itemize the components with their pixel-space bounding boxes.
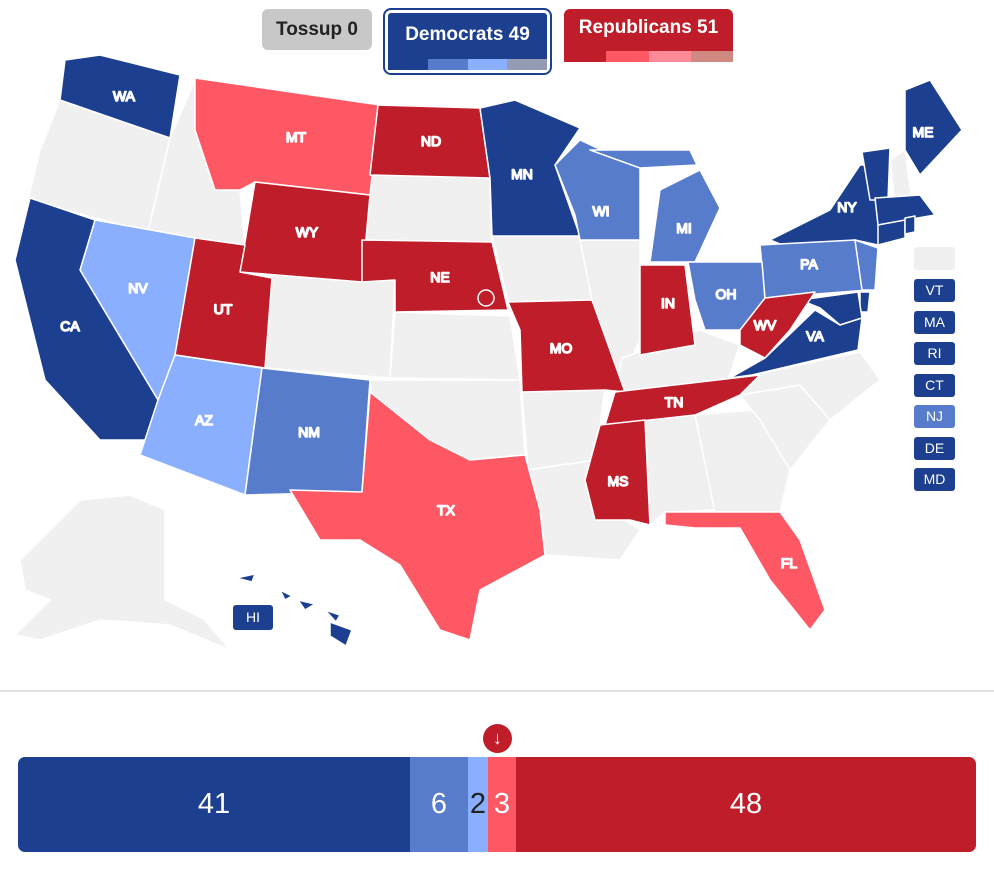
state-MN[interactable] [479,99,581,237]
tossup-button[interactable]: Tossup 0 [262,9,372,50]
label-OH: OH [716,286,737,302]
state-IN[interactable] [639,264,696,356]
state-WI[interactable] [554,139,641,241]
state-HI[interactable] [235,573,353,647]
tag-VT[interactable]: VT [914,279,955,302]
label-MI: MI [676,220,692,236]
democrats-shade-swatches [388,59,547,70]
state-AK[interactable] [14,494,231,651]
label-WI: WI [592,203,609,219]
state-NJ[interactable] [854,239,879,291]
republicans-shade-swatches [564,51,733,62]
state-MI[interactable] [589,149,721,263]
label-UT: UT [214,301,233,317]
republicans-label: Republicans 51 [578,17,719,38]
tilt-dem-swatch[interactable] [507,59,547,70]
divider [0,690,994,692]
seat-segment-likely-rep[interactable]: 3 [488,757,516,852]
label-NV: NV [128,280,148,296]
state-CT[interactable] [877,219,906,246]
label-FL: FL [781,555,798,571]
state-DE[interactable] [859,291,871,313]
state-ME[interactable] [904,79,963,176]
safe-dem-swatch[interactable] [388,59,428,70]
state-labels: WA MT ND MN ME WY WI MI NY NV CA UT NE P… [60,87,935,572]
tag-RI[interactable]: RI [914,342,955,365]
state-FL[interactable] [664,511,826,631]
label-MS: MS [608,473,629,489]
majority-arrow-icon: ↓ [483,724,512,753]
label-TX: TX [437,502,456,518]
tag-MD[interactable]: MD [914,468,955,491]
label-NY: NY [837,199,857,215]
label-WY: WY [296,224,319,240]
label-ND: ND [421,133,441,149]
seat-segment-safe-rep[interactable]: 48 [516,757,976,852]
state-IA[interactable] [491,235,593,303]
lean-dem-swatch[interactable] [467,59,508,70]
tag-NJ[interactable]: NJ [914,405,955,428]
label-TN: TN [665,394,684,410]
label-VA: VA [806,328,824,344]
likely-dem-swatch[interactable] [427,59,468,70]
label-MO: MO [550,340,573,356]
state-TN[interactable] [604,374,761,426]
label-PA: PA [800,256,818,272]
tag-HI[interactable]: HI [233,605,273,630]
label-ME: ME [913,124,934,140]
state-SD[interactable] [361,174,493,243]
state-CO[interactable] [264,274,396,379]
state-WA[interactable] [59,54,181,139]
seat-segment-safe-dem[interactable]: 41 [18,757,410,852]
democrats-button[interactable]: Democrats 49 [383,8,552,75]
label-IN: IN [661,295,675,311]
label-MT: MT [286,129,307,145]
label-CA: CA [60,318,80,334]
tilt-rep-swatch[interactable] [690,51,733,62]
state-KS[interactable] [389,311,521,381]
safe-rep-swatch[interactable] [564,51,607,62]
label-AZ: AZ [195,412,213,428]
democrats-label: Democrats 49 [405,24,530,45]
tag-DE[interactable]: DE [914,437,955,460]
seat-segment-likely-dem[interactable]: 6 [410,757,468,852]
ne-district-marker[interactable] [477,289,495,307]
tag-MA[interactable]: MA [914,311,955,334]
label-NM: NM [298,424,320,440]
label-NE: NE [430,269,449,285]
no-race-states [14,79,913,651]
us-senate-map: WA MT ND MN ME WY WI MI NY NV CA UT NE P… [14,54,963,651]
seat-segment-lean-dem[interactable]: 2 [468,757,488,852]
state-MO[interactable] [507,299,626,393]
state-NE[interactable] [361,239,509,313]
empty-tag [914,247,955,270]
label-MN: MN [511,166,533,182]
tag-CT[interactable]: CT [914,374,955,397]
state-GA[interactable] [694,409,791,513]
seat-count-bar: 41 6 2 3 48 [18,757,976,852]
label-WV: WV [754,317,777,333]
state-TX[interactable] [289,391,546,641]
state-RI[interactable] [904,215,916,235]
state-AZ[interactable] [139,354,263,496]
republicans-button[interactable]: Republicans 51 [564,9,733,62]
lean-rep-swatch[interactable] [648,51,691,62]
state-MA[interactable] [874,194,936,226]
likely-rep-swatch[interactable] [606,51,649,62]
label-WA: WA [113,88,136,104]
state-MS[interactable] [584,419,651,526]
